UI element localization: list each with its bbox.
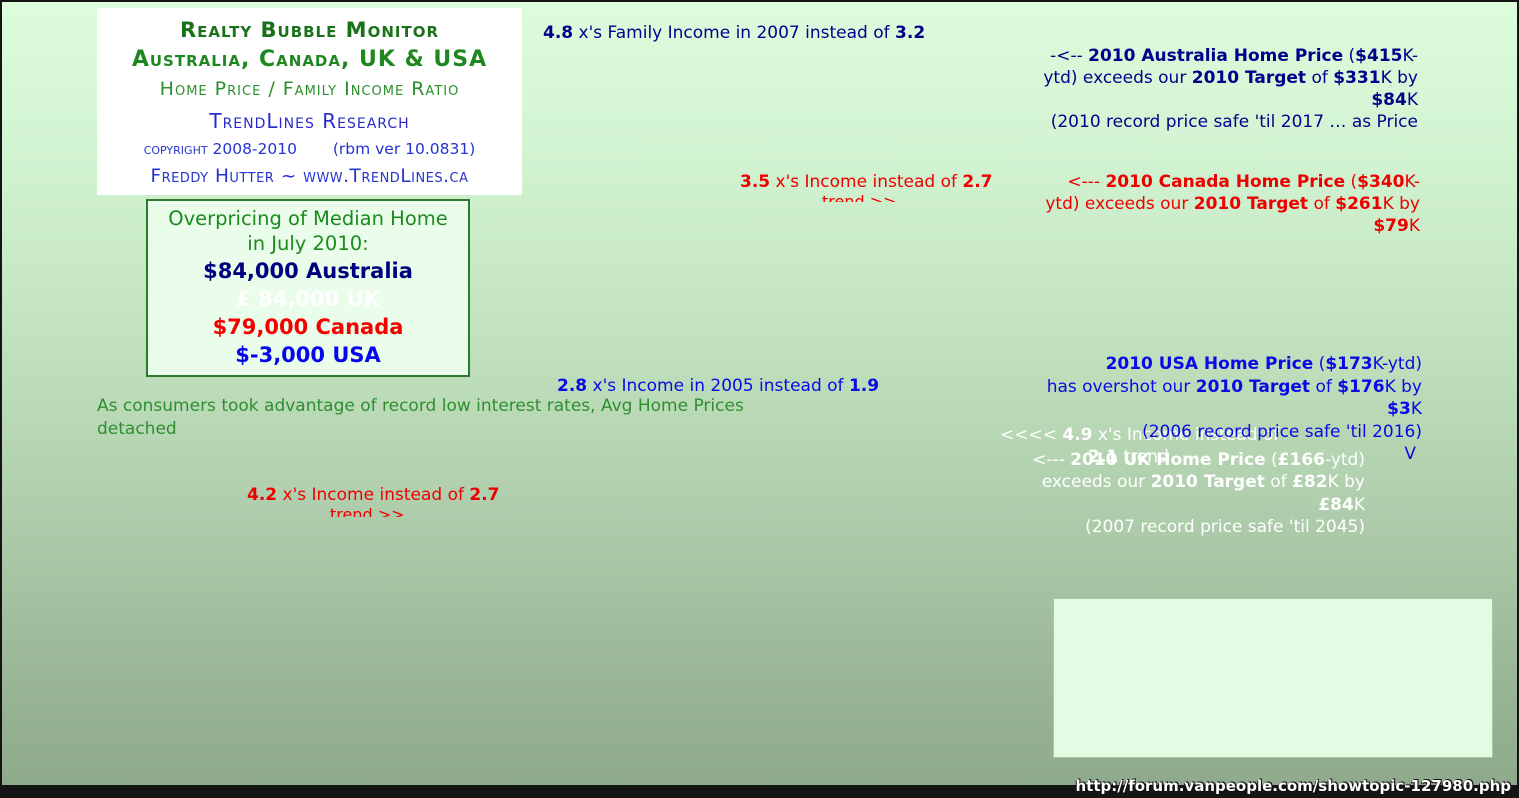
callout-uk-2010: <--- 2010 UK Home Price (£166-ytd) excee… <box>1015 449 1365 538</box>
note-consumers: As consumers took advantage of record lo… <box>97 395 744 441</box>
author-line: Freddy Hutter ~ www.TrendLines.ca <box>150 166 469 187</box>
callout-line: (2007 record price safe 'til 2045) <box>1085 516 1365 537</box>
callout-line: £84K <box>1318 494 1365 515</box>
overpricing-australia: $84,000 Australia <box>203 259 413 283</box>
annotation-canada-1989-income-multiple: 4.2 x's Income instead of 2.7 <box>247 485 500 505</box>
source-url: http://forum.vanpeople.com/showtopic-127… <box>1075 777 1511 795</box>
callout-line: (2010 record price safe 'til 2017 … as P… <box>1050 112 1418 132</box>
callout-line: has overshot our 2010 Target of $176K by <box>1046 376 1422 397</box>
publisher: TrendLines Research <box>209 109 410 133</box>
callout-line: ytd) exceeds our 2010 Target of $261K by <box>1045 194 1420 214</box>
overpricing-usa: $-3,000 USA <box>235 343 381 367</box>
note-line: As consumers took advantage of record lo… <box>97 396 744 416</box>
callout-usa-2010: 2010 USA Home Price ($173K-ytd) has over… <box>1030 353 1422 466</box>
chart-title: Realty Bubble Monitor <box>180 18 439 42</box>
copyright-text: copyright 2008-2010 <box>143 140 297 158</box>
overpricing-title-1: Overpricing of Median Home <box>168 207 448 230</box>
annotation-australia-income-multiple: 4.8 x's Family Income in 2007 instead of… <box>543 23 926 43</box>
callout-australia-2010: -<-- 2010 Australia Home Price ($415K- y… <box>1024 45 1418 133</box>
annotation-canada-2010-income-multiple: 3.5 x's Income instead of 2.7 <box>740 172 993 192</box>
overpricing-uk: £ 84,000 UK <box>236 287 380 311</box>
overpricing-canada: $79,000 Canada <box>212 315 404 339</box>
note-line: detached <box>97 419 177 439</box>
callout-line: ytd) exceeds our 2010 Target of $331K by <box>1043 68 1418 88</box>
chart-subtitle-countries: Australia, Canada, UK & USA <box>131 47 488 72</box>
overpricing-title-2: in July 2010: <box>247 232 369 255</box>
callout-canada-2010: <--- 2010 Canada Home Price ($340K- ytd)… <box>1030 171 1420 237</box>
annotation-canada-2010-trend-clipped: trend >> <box>822 193 942 202</box>
chart-subtitle-ratio: Home Price / Family Income Ratio <box>159 78 460 100</box>
callout-line: (2006 record price safe 'til 2016) <box>1142 421 1422 442</box>
callout-v-pointer: V <box>1404 444 1416 464</box>
callout-line: $84K <box>1371 90 1418 110</box>
legend <box>1053 598 1493 758</box>
bottom-strip <box>0 785 1519 798</box>
copyright-line: copyright 2008-2010 (rbm ver 10.0831) <box>97 140 522 158</box>
title-box: Realty Bubble Monitor Australia, Canada,… <box>97 8 522 195</box>
callout-line: $3K <box>1387 399 1422 419</box>
callout-line: 2010 USA Home Price ($173K-ytd) <box>1105 354 1422 374</box>
annotation-usa-income-multiple: 2.8 x's Income in 2005 instead of 1.9 <box>557 376 880 396</box>
annotation-uk-income-multiple-line2: 2.1 trend <box>1088 447 1169 467</box>
version-text: (rbm ver 10.0831) <box>332 140 476 158</box>
callout-line: exceeds our 2010 Target of £82K by <box>1041 472 1365 493</box>
annotation-uk-income-multiple-line1: <<<< 4.9 x's Income instead of <box>1000 425 1280 445</box>
callout-line: <--- 2010 Canada Home Price ($340K- <box>1067 172 1420 192</box>
callout-line: -<-- 2010 Australia Home Price ($415K- <box>1050 46 1418 66</box>
annotation-canada-1989-trend-clipped: trend >> <box>330 506 405 517</box>
callout-line: $79K <box>1373 216 1420 236</box>
callout-line: <--- 2010 UK Home Price (£166-ytd) <box>1032 450 1365 470</box>
overpricing-box: Overpricing of Median Home in July 2010:… <box>146 199 470 377</box>
